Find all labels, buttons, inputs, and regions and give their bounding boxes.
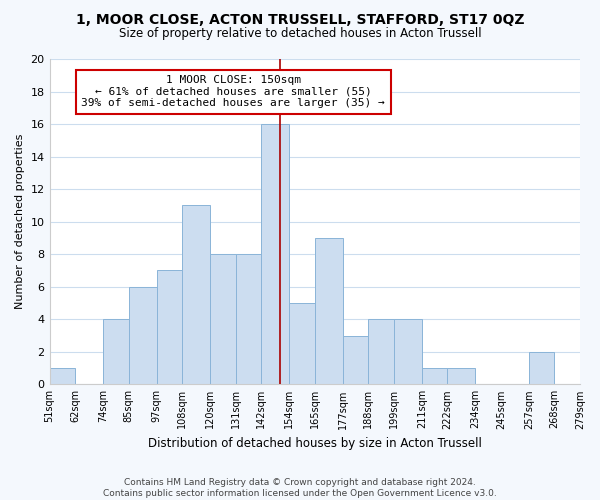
Text: 1 MOOR CLOSE: 150sqm
← 61% of detached houses are smaller (55)
39% of semi-detac: 1 MOOR CLOSE: 150sqm ← 61% of detached h… [82,76,385,108]
Bar [157,270,182,384]
Bar [103,319,128,384]
Bar [368,319,394,384]
Y-axis label: Number of detached properties: Number of detached properties [15,134,25,310]
Text: Contains HM Land Registry data © Crown copyright and database right 2024.
Contai: Contains HM Land Registry data © Crown c… [103,478,497,498]
Text: Size of property relative to detached houses in Acton Trussell: Size of property relative to detached ho… [119,28,481,40]
Bar [128,286,157,384]
X-axis label: Distribution of detached houses by size in Acton Trussell: Distribution of detached houses by size … [148,437,482,450]
Bar [422,368,448,384]
Bar [261,124,289,384]
Bar [50,368,75,384]
Bar [448,368,475,384]
Bar [394,319,422,384]
Bar [315,238,343,384]
Bar [529,352,554,384]
Text: 1, MOOR CLOSE, ACTON TRUSSELL, STAFFORD, ST17 0QZ: 1, MOOR CLOSE, ACTON TRUSSELL, STAFFORD,… [76,12,524,26]
Bar [289,303,315,384]
Bar [182,206,210,384]
Bar [236,254,261,384]
Bar [343,336,368,384]
Bar [210,254,236,384]
